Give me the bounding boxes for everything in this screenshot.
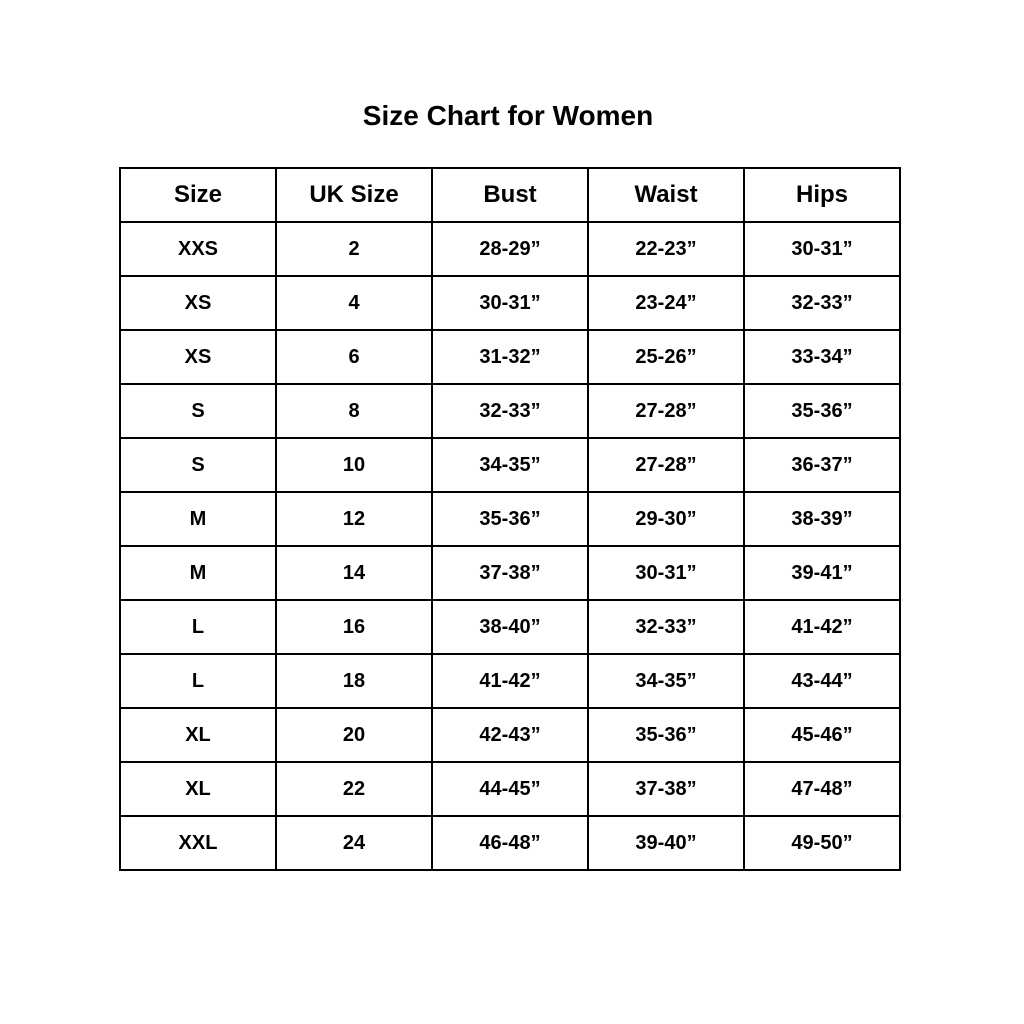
- table-cell: 6: [275, 329, 433, 385]
- table-cell: 33-34”: [743, 329, 901, 385]
- table-cell: 43-44”: [743, 653, 901, 709]
- table-cell: 2: [275, 221, 433, 277]
- table-cell: 35-36”: [587, 707, 745, 763]
- table-cell: 18: [275, 653, 433, 709]
- table-cell: 27-28”: [587, 383, 745, 439]
- table-cell: 30-31”: [431, 275, 589, 331]
- table-cell: S: [119, 437, 277, 493]
- table-row: S 10 34-35” 27-28” 36-37”: [119, 437, 901, 493]
- table-cell: 12: [275, 491, 433, 547]
- table-cell: 35-36”: [431, 491, 589, 547]
- table-cell: XXS: [119, 221, 277, 277]
- table-cell: 41-42”: [743, 599, 901, 655]
- page-title: Size Chart for Women: [362, 100, 654, 131]
- table-cell: 28-29”: [431, 221, 589, 277]
- table-cell: XL: [119, 707, 277, 763]
- table-cell: 10: [275, 437, 433, 493]
- table-cell: 37-38”: [587, 761, 745, 817]
- table-cell: XL: [119, 761, 277, 817]
- table-cell: M: [119, 491, 277, 547]
- table-cell: 37-38”: [431, 545, 589, 601]
- table-cell: 32-33”: [431, 383, 589, 439]
- table-row: L 16 38-40” 32-33” 41-42”: [119, 599, 901, 655]
- table-cell: 23-24”: [587, 275, 745, 331]
- table-row: XXS 2 28-29” 22-23” 30-31”: [119, 221, 901, 277]
- table-cell: 16: [275, 599, 433, 655]
- table-cell: 27-28”: [587, 437, 745, 493]
- table-cell: 22-23”: [587, 221, 745, 277]
- table-row: XL 22 44-45” 37-38” 47-48”: [119, 761, 901, 817]
- table-row: XL 20 42-43” 35-36” 45-46”: [119, 707, 901, 763]
- table-cell: 8: [275, 383, 433, 439]
- column-header: UK Size: [275, 167, 433, 223]
- table-cell: 30-31”: [743, 221, 901, 277]
- table-cell: 29-30”: [587, 491, 745, 547]
- table-cell: L: [119, 653, 277, 709]
- table-cell: 44-45”: [431, 761, 589, 817]
- table-row: S 8 32-33” 27-28” 35-36”: [119, 383, 901, 439]
- table-cell: 30-31”: [587, 545, 745, 601]
- column-header: Bust: [431, 167, 589, 223]
- table-cell: 34-35”: [587, 653, 745, 709]
- table-cell: 24: [275, 815, 433, 871]
- table-cell: 45-46”: [743, 707, 901, 763]
- table-cell: 14: [275, 545, 433, 601]
- table-cell: 49-50”: [743, 815, 901, 871]
- table-cell: 36-37”: [743, 437, 901, 493]
- table-cell: XXL: [119, 815, 277, 871]
- table-cell: 31-32”: [431, 329, 589, 385]
- table-row: M 14 37-38” 30-31” 39-41”: [119, 545, 901, 601]
- table-cell: 4: [275, 275, 433, 331]
- column-header: Hips: [743, 167, 901, 223]
- table-cell: 32-33”: [743, 275, 901, 331]
- table-row: XS 6 31-32” 25-26” 33-34”: [119, 329, 901, 385]
- table-cell: 39-41”: [743, 545, 901, 601]
- table-cell: 46-48”: [431, 815, 589, 871]
- table-cell: 42-43”: [431, 707, 589, 763]
- table-cell: 32-33”: [587, 599, 745, 655]
- table-cell: 34-35”: [431, 437, 589, 493]
- column-header: Size: [119, 167, 277, 223]
- table-cell: 35-36”: [743, 383, 901, 439]
- table-row: XS 4 30-31” 23-24” 32-33”: [119, 275, 901, 331]
- table-cell: 20: [275, 707, 433, 763]
- table-row: XXL 24 46-48” 39-40” 49-50”: [119, 815, 901, 871]
- table-body: XXS 2 28-29” 22-23” 30-31” XS 4 30-31” 23-24” 32-…: [119, 221, 901, 871]
- header-row: Size UK Size Bust Waist Hips: [119, 167, 901, 223]
- table-row: L 18 41-42” 34-35” 43-44”: [119, 653, 901, 709]
- table-cell: 38-39”: [743, 491, 901, 547]
- size-chart-table: Size UK Size Bust Waist Hips XXS 2 28-29” 22-23…: [119, 167, 901, 871]
- table-cell: 25-26”: [587, 329, 745, 385]
- table-cell: 22: [275, 761, 433, 817]
- table-cell: 41-42”: [431, 653, 589, 709]
- table-row: M 12 35-36” 29-30” 38-39”: [119, 491, 901, 547]
- table-cell: 47-48”: [743, 761, 901, 817]
- column-header: Waist: [587, 167, 745, 223]
- table-cell: S: [119, 383, 277, 439]
- table-cell: XS: [119, 329, 277, 385]
- table-cell: L: [119, 599, 277, 655]
- table-cell: 39-40”: [587, 815, 745, 871]
- table-cell: XS: [119, 275, 277, 331]
- table-cell: M: [119, 545, 277, 601]
- table-cell: 38-40”: [431, 599, 589, 655]
